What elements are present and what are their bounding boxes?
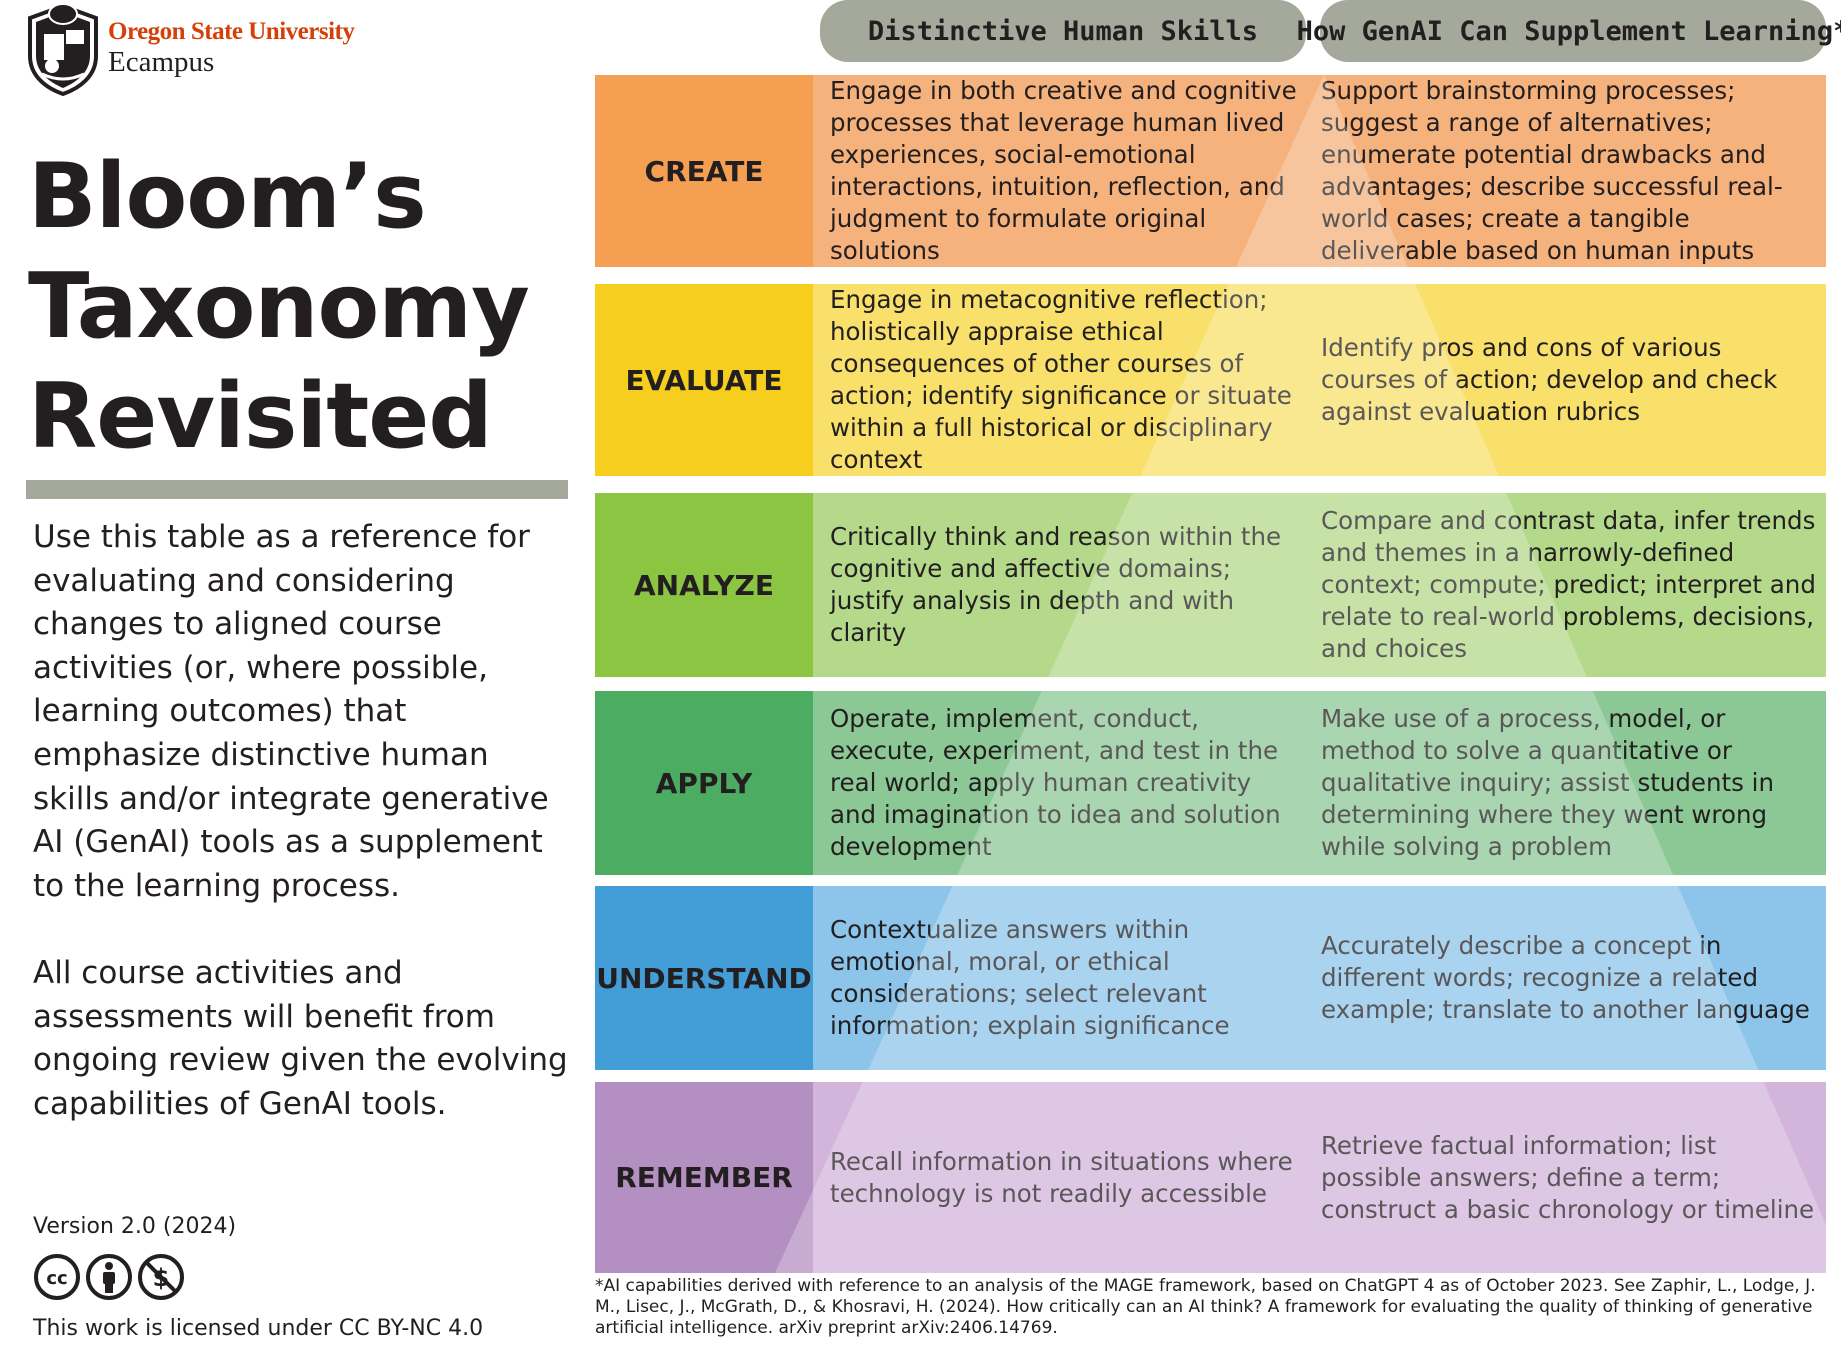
row-apply: APPLY Operate, implement, conduct, execu… [595, 691, 1826, 875]
level-label: UNDERSTAND [595, 886, 813, 1070]
row-create: CREATE Engage in both creative and cogni… [595, 75, 1826, 267]
human-skills-cell: Contextualize answers within emotional, … [830, 915, 1230, 1040]
org-name: Oregon State University [108, 18, 355, 45]
genai-cell: Make use of a process, model, or method … [1321, 704, 1774, 861]
license-text: This work is licensed under CC BY-NC 4.0 [33, 1316, 484, 1341]
row-analyze: ANALYZE Critically think and reason with… [595, 493, 1826, 677]
human-skills-cell: Engage in metacognitive reflection; holi… [830, 285, 1292, 474]
genai-cell: Retrieve factual information; list possi… [1321, 1130, 1815, 1224]
title-divider [26, 480, 568, 499]
row-understand: UNDERSTAND Contextualize answers within … [595, 886, 1826, 1070]
column-header-genai: How GenAI Can Supplement Learning* [1297, 0, 1841, 62]
level-label: ANALYZE [595, 493, 813, 677]
beaver-seal-icon [28, 3, 98, 96]
level-label: CREATE [595, 75, 813, 267]
unit-name: Ecampus [108, 46, 215, 78]
page-title: Bloom’s Taxonomy Revisited [28, 142, 588, 472]
human-skills-cell: Operate, implement, conduct, execute, ex… [830, 704, 1281, 861]
level-label: APPLY [595, 691, 813, 875]
svg-text:cc: cc [46, 1268, 67, 1289]
row-evaluate: EVALUATE Engage in metacognitive reflect… [595, 284, 1826, 476]
genai-cell: Accurately describe a concept in differe… [1321, 931, 1810, 1024]
footnote: *AI capabilities derived with reference … [595, 1276, 1816, 1338]
human-skills-cell: Engage in both creative and cognitive pr… [830, 76, 1297, 265]
license-icons: cc $ [33, 1253, 185, 1303]
row-remember: REMEMBER Recall information in situation… [595, 1082, 1826, 1273]
review-paragraph: All course activities and assessments wi… [33, 955, 568, 1122]
intro-paragraph: Use this table as a reference for evalua… [33, 519, 549, 904]
column-header-human-skills: Distinctive Human Skills [820, 0, 1306, 62]
title-line-2: Taxonomy [28, 254, 530, 359]
genai-cell: Identify pros and cons of various course… [1321, 333, 1778, 426]
title-line-1: Bloom’s [28, 144, 427, 249]
title-line-3: Revisited [28, 364, 493, 469]
human-skills-cell: Critically think and reason within the c… [830, 522, 1282, 647]
taxonomy-table: CREATE Engage in both creative and cogni… [595, 75, 1826, 1273]
osu-ecampus-logo: Oregon State University Ecampus [24, 0, 355, 100]
level-label: EVALUATE [595, 284, 813, 476]
nc-icon: $ [138, 1254, 184, 1300]
version-label: Version 2.0 (2024) [33, 1214, 237, 1239]
by-icon [86, 1254, 132, 1300]
cc-icon: cc [34, 1254, 80, 1300]
genai-cell: Support brainstorming processes; suggest… [1321, 76, 1783, 265]
genai-cell: Compare and contrast data, infer trends … [1321, 506, 1816, 663]
level-label: REMEMBER [595, 1082, 813, 1273]
human-skills-cell: Recall information in situations where t… [830, 1146, 1293, 1208]
